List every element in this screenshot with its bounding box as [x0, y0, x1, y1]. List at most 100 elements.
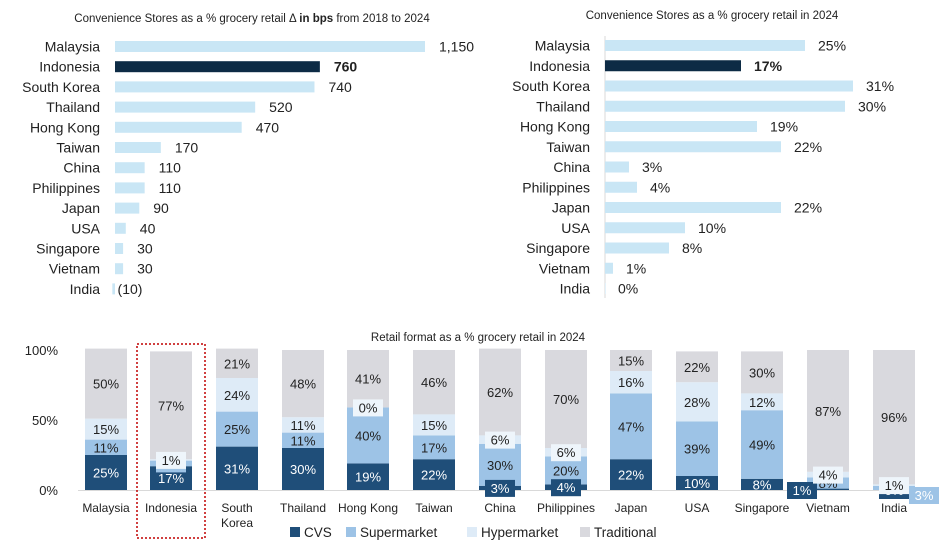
x-category-china: China	[484, 501, 516, 515]
segment-label-traditional-indonesia: 77%	[158, 398, 184, 413]
segment-cvs-usa	[676, 476, 718, 490]
category-label-philippines: Philippines	[32, 180, 100, 196]
category-label-india: India	[560, 281, 591, 297]
segment-label-hypermarket-india: 1%	[885, 478, 904, 493]
legend-swatch-hypermarket	[467, 527, 477, 537]
category-label-thailand: Thailand	[46, 99, 100, 115]
x-category-taiwan: Taiwan	[415, 501, 452, 515]
value-label-usa: 40	[140, 220, 156, 236]
segment-label-cvs-japan: 22%	[618, 468, 644, 483]
value-label-south-korea: 740	[328, 79, 352, 95]
segment-traditional-china	[479, 348, 521, 436]
segment-supermarket-thailand	[282, 432, 324, 448]
segment-label-traditional-india: 96%	[881, 410, 907, 425]
x-category-vietnam: Vietnam	[806, 501, 850, 515]
segment-label-cvs-indonesia: 17%	[158, 471, 184, 486]
value-label-philippines: 110	[159, 180, 182, 196]
segment-label-supermarket-japan: 47%	[618, 419, 644, 434]
segment-label-cvs-china: 3%	[491, 481, 510, 496]
x-category-thailand: Thailand	[280, 501, 326, 515]
bar-singapore	[115, 243, 124, 254]
segment-label-cvs-hong-kong: 19%	[355, 470, 381, 485]
category-label-japan: Japan	[552, 200, 590, 216]
value-label-china: 110	[159, 160, 182, 176]
segment-supermarket-hong-kong	[347, 407, 389, 464]
value-label-japan: 22%	[794, 200, 822, 216]
value-label-malaysia: 25%	[818, 38, 846, 54]
segment-label-hypermarket-taiwan: 15%	[421, 418, 447, 433]
segment-hypermarket-south-korea	[216, 378, 258, 412]
bar-japan	[115, 202, 140, 214]
segment-cvs-taiwan	[413, 459, 455, 490]
segment-label-supermarket-usa: 39%	[684, 442, 710, 457]
legend-swatch-traditional	[580, 527, 590, 537]
segment-label-traditional-thailand: 48%	[290, 377, 316, 392]
category-label-indonesia: Indonesia	[529, 58, 590, 74]
category-label-hong-kong: Hong Kong	[30, 119, 100, 135]
segment-traditional-philippines	[545, 350, 587, 448]
segment-label-hypermarket-china: 6%	[491, 433, 510, 448]
segment-label-hypermarket-usa: 28%	[684, 395, 710, 410]
y-tick-0: 0%	[39, 483, 58, 498]
value-label-singapore: 30	[137, 241, 153, 257]
chart-title-delta-bps: Convenience Stores as a % grocery retail…	[74, 13, 430, 25]
category-label-singapore: Singapore	[526, 240, 590, 256]
bar-singapore	[605, 242, 669, 254]
segment-label-traditional-philippines: 70%	[553, 392, 579, 407]
segment-label-hypermarket-vietnam: 4%	[819, 468, 838, 483]
label-box-cvs-china	[485, 479, 515, 497]
segment-label-cvs-thailand: 30%	[290, 462, 316, 477]
segment-label-cvs-singapore: 8%	[753, 477, 772, 492]
label-box-hypermarket-india	[879, 477, 909, 495]
legend-swatch-supermarket	[346, 527, 356, 537]
value-label-india: 0%	[618, 281, 638, 297]
segment-supermarket-taiwan	[413, 435, 455, 460]
category-label-taiwan: Taiwan	[546, 139, 590, 155]
value-label-thailand: 520	[269, 99, 293, 115]
segment-label-hypermarket-japan: 16%	[618, 375, 644, 390]
segment-hypermarket-thailand	[282, 417, 324, 433]
segment-traditional-vietnam	[807, 350, 849, 472]
segment-label-supermarket-philippines: 20%	[553, 463, 579, 478]
bar-taiwan	[605, 141, 781, 153]
segment-traditional-taiwan	[413, 350, 455, 415]
segment-cvs-thailand	[282, 448, 324, 490]
bar-usa	[115, 222, 126, 234]
segment-traditional-indonesia	[150, 351, 192, 460]
segment-label-traditional-usa: 22%	[684, 360, 710, 375]
x-category-hong-kong: Hong Kong	[338, 501, 398, 515]
x-category-india: India	[881, 501, 907, 515]
bar-china	[605, 161, 629, 173]
segment-label-supermarket-india: 3%	[915, 488, 934, 503]
value-label-taiwan: 170	[175, 140, 199, 156]
category-label-hong-kong: Hong Kong	[520, 119, 590, 135]
value-label-hong-kong: 19%	[770, 119, 798, 135]
segment-label-traditional-hong-kong: 41%	[355, 372, 381, 387]
bar-hong-kong	[115, 121, 242, 133]
bar-usa	[605, 222, 685, 234]
value-label-hong-kong: 470	[256, 119, 280, 135]
x-category-japan: Japan	[615, 501, 648, 515]
bar-china	[115, 162, 145, 174]
category-label-vietnam: Vietnam	[49, 261, 100, 277]
value-label-singapore: 8%	[682, 240, 702, 256]
segment-label-traditional-china: 62%	[487, 385, 513, 400]
category-label-vietnam: Vietnam	[539, 260, 590, 276]
value-label-vietnam: 30	[137, 261, 153, 277]
category-label-usa: USA	[561, 220, 590, 236]
segment-label-cvs-south-korea: 31%	[224, 461, 250, 476]
category-label-south-korea: South Korea	[22, 79, 100, 95]
value-label-india: (10)	[118, 281, 143, 297]
segment-supermarket-south-korea	[216, 411, 258, 447]
segment-traditional-india	[873, 350, 915, 485]
segment-traditional-malaysia	[85, 348, 127, 419]
x-category-malaysia: Malaysia	[82, 501, 130, 515]
value-label-japan: 90	[153, 200, 169, 216]
segment-label-hypermarket-thailand: 11%	[290, 418, 315, 433]
value-label-malaysia: 1,150	[439, 39, 474, 55]
category-label-china: China	[553, 159, 590, 175]
bar-indonesia	[605, 60, 741, 72]
value-label-taiwan: 22%	[794, 139, 822, 155]
bar-india	[605, 283, 606, 294]
